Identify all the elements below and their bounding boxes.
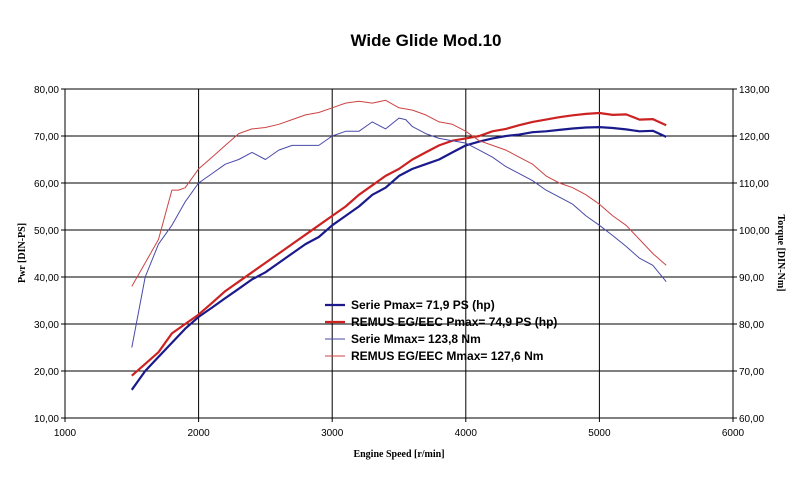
y-tick-label-left: 70,00 <box>34 132 59 143</box>
series-lines <box>130 99 667 391</box>
y-tick-label-right: 120,00 <box>739 132 770 143</box>
y-tick-label-right: 90,00 <box>739 273 764 284</box>
legend-label-2: REMUS EG/EEC Pmax= 74,9 PS (hp) <box>351 315 557 329</box>
y-tick-label-left: 40,00 <box>34 273 59 284</box>
y-tick-label-right: 130,00 <box>739 85 770 96</box>
legend: Serie Pmax= 71,9 PS (hp) REMUS EG/EEC Pma… <box>325 298 557 363</box>
y-axis-label-right: Torque [DIN-Nm] <box>775 215 786 292</box>
legend-label-4: REMUS EG/EEC Mmax= 127,6 Nm <box>351 349 543 363</box>
x-tick-label: 4000 <box>455 428 478 439</box>
legend-label-3: Serie Mmax= 123,8 Nm <box>351 332 481 346</box>
y-tick-label-left: 80,00 <box>34 85 59 96</box>
y-tick-label-left: 20,00 <box>34 367 59 378</box>
x-tick-label: 2000 <box>187 428 210 439</box>
series-line-2 <box>131 111 667 377</box>
series-line-1 <box>130 125 667 391</box>
plot-frame <box>64 88 734 419</box>
tick-labels: 1000 2000 3000 4000 5000 6000 10,00 20,00 30,00 4… <box>34 85 770 439</box>
grid <box>65 89 733 418</box>
chart-title: Wide Glide Mod.10 <box>351 31 502 50</box>
x-tick-label: 6000 <box>722 428 745 439</box>
y-tick-label-right: 110,00 <box>739 179 769 190</box>
y-tick-label-left: 50,00 <box>34 226 59 237</box>
series-line-4 <box>131 99 667 287</box>
x-tick-label: 3000 <box>321 428 344 439</box>
series-line-3 <box>131 117 667 348</box>
y-tick-label-right: 100,00 <box>739 226 770 237</box>
x-axis-label: Engine Speed [r/min] <box>353 449 444 460</box>
legend-label-1: Serie Pmax= 71,9 PS (hp) <box>351 298 495 312</box>
y-tick-label-left: 10,00 <box>34 414 59 425</box>
x-tick-label: 1000 <box>54 428 77 439</box>
y-tick-label-left: 30,00 <box>34 320 59 331</box>
y-axis-label-left: Pwr [DIN-PS] <box>17 223 28 283</box>
y-tick-label-right: 70,00 <box>739 367 764 378</box>
y-tick-label-right: 60,00 <box>739 414 764 425</box>
y-tick-label-left: 60,00 <box>34 179 59 190</box>
y-tick-label-right: 80,00 <box>739 320 764 331</box>
x-tick-label: 5000 <box>588 428 611 439</box>
plot-area <box>65 89 733 418</box>
